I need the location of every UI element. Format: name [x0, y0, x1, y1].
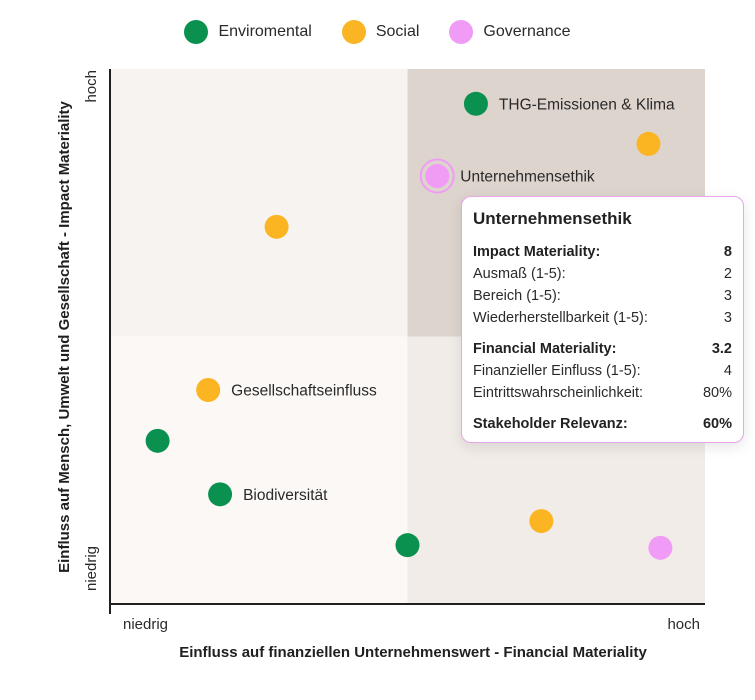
y-tick-label-low: niedrig — [83, 546, 100, 591]
y-axis-title: Einfluss auf Mensch, Umwelt und Gesellsc… — [56, 100, 73, 572]
legend-item-social[interactable]: Social — [341, 20, 420, 44]
tooltip-impact-value: 8 — [723, 244, 732, 260]
data-point-social[interactable] — [529, 509, 554, 534]
data-point-enviromental[interactable] — [395, 533, 420, 558]
tooltip-row-label: Eintrittswahrscheinlichkeit: — [473, 385, 644, 401]
tooltip-title: Unternehmensethik — [473, 209, 632, 228]
tooltip-row: Finanzieller Einfluss (1-5): 4 — [473, 360, 732, 382]
x-axis-title: Einfluss auf finanziellen Unternehmenswe… — [179, 644, 647, 661]
tooltip-row-label: Bereich (1-5): — [473, 288, 561, 304]
tooltip-row-value: 3 — [723, 288, 732, 304]
x-tick-label-low: niedrig — [123, 616, 168, 633]
legend-label-governance: Governance — [483, 23, 571, 40]
tooltip-row-label: Ausmaß (1-5): — [473, 266, 566, 282]
legend-swatch-social — [341, 20, 366, 44]
data-points: THG-Emissionen & Klima Unternehmensethik G… — [145, 91, 675, 560]
point-tooltip: Unternehmensethik Impact Materiality: 8 … — [461, 196, 744, 443]
selected-point-ring — [419, 158, 455, 194]
tooltip-row-value: 4 — [723, 363, 732, 379]
tooltip-financial-label: Financial Materiality: — [473, 341, 617, 357]
legend-item-enviromental[interactable]: Enviromental — [184, 20, 312, 44]
tooltip-stakeholder-label: Stakeholder Relevanz: — [473, 416, 628, 432]
data-point-governance[interactable] — [425, 164, 450, 188]
legend-swatch-enviromental — [184, 20, 209, 44]
data-point-enviromental[interactable] — [463, 91, 488, 116]
tooltip-row-stakeholder: Stakeholder Relevanz: 60% — [473, 413, 732, 435]
legend-label-social: Social — [375, 23, 420, 40]
data-point-social[interactable] — [636, 131, 661, 156]
data-point-label: Biodiversität — [243, 487, 328, 504]
data-point-enviromental[interactable] — [208, 482, 233, 507]
quadrant-bottom-left — [110, 336, 408, 604]
data-point-governance[interactable] — [648, 535, 673, 560]
tooltip-row: Eintrittswahrscheinlichkeit: 80% — [473, 382, 732, 404]
legend-label-enviromental: Enviromental — [218, 23, 312, 40]
data-point-enviromental[interactable] — [145, 428, 170, 453]
tooltip-row-label: Wiederherstellbarkeit (1-5): — [473, 310, 648, 326]
x-tick-label-high: hoch — [667, 616, 700, 633]
tooltip-row-value: 2 — [723, 266, 732, 282]
tooltip-row-value: 80% — [702, 385, 732, 401]
data-point-label: THG-Emissionen & Klima — [499, 96, 675, 113]
tooltip-row: Bereich (1-5): 3 — [473, 285, 732, 307]
tooltip-row: Wiederherstellbarkeit (1-5): 3 — [473, 307, 732, 329]
data-point-social[interactable] — [196, 378, 221, 402]
data-point-social[interactable] — [264, 214, 289, 239]
quadrant-top-left — [110, 69, 408, 337]
y-tick-label-high: hoch — [83, 70, 100, 103]
data-point-label: Gesellschaftseinfluss — [231, 383, 377, 400]
tooltip-row-financial: Financial Materiality: 3.2 — [473, 338, 732, 360]
legend: Enviromental Social Governance — [0, 20, 755, 44]
data-point-label: Unternehmensethik — [460, 169, 595, 186]
tooltip-stakeholder-value: 60% — [702, 416, 732, 432]
tooltip-row: Ausmaß (1-5): 2 — [473, 263, 732, 285]
tooltip-row-impact: Impact Materiality: 8 — [473, 241, 732, 263]
tooltip-row-value: 3 — [723, 310, 732, 326]
tooltip-impact-label: Impact Materiality: — [473, 244, 601, 260]
legend-item-governance[interactable]: Governance — [449, 20, 571, 44]
tooltip-row-label: Finanzieller Einfluss (1-5): — [473, 363, 641, 379]
legend-swatch-governance — [449, 20, 474, 44]
tooltip-financial-value: 3.2 — [711, 341, 732, 357]
